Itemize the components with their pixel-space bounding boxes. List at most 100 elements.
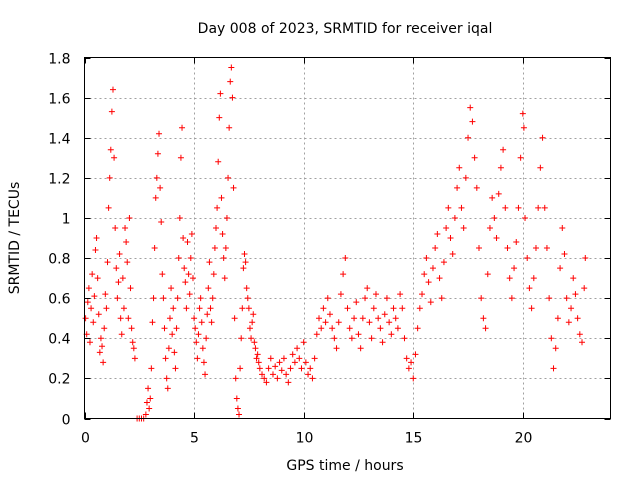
- data-point: [576, 331, 583, 338]
- data-point: [440, 259, 447, 266]
- data-point: [238, 335, 245, 342]
- data-point: [554, 315, 561, 322]
- data-point: [194, 355, 201, 362]
- data-point: [114, 295, 121, 302]
- data-point: [210, 271, 217, 278]
- data-point: [255, 359, 262, 366]
- data-point: [214, 204, 221, 211]
- data-point: [364, 285, 371, 292]
- data-point: [524, 255, 531, 262]
- data-point: [116, 251, 123, 258]
- data-point: [405, 365, 412, 372]
- data-point: [403, 355, 410, 362]
- data-point: [298, 365, 305, 372]
- data-point: [261, 375, 268, 382]
- data-point: [117, 315, 124, 322]
- data-point: [471, 154, 478, 161]
- data-point: [482, 325, 489, 332]
- data-point: [265, 365, 272, 372]
- data-point: [108, 108, 115, 115]
- data-point: [157, 184, 164, 191]
- data-point: [283, 371, 290, 378]
- data-point: [158, 218, 165, 225]
- data-point: [447, 235, 454, 241]
- y-tick-label: 0.8: [48, 252, 70, 268]
- data-point: [99, 343, 106, 350]
- data-point: [370, 305, 377, 312]
- data-point: [263, 379, 270, 386]
- data-point: [537, 164, 544, 171]
- data-point: [185, 271, 192, 278]
- data-point: [126, 214, 133, 221]
- data-point: [513, 239, 520, 246]
- data-point: [234, 405, 241, 412]
- data-point: [377, 325, 384, 332]
- data-point: [246, 325, 253, 332]
- data-point: [153, 174, 160, 181]
- data-point: [177, 154, 184, 161]
- data-point: [107, 146, 114, 153]
- data-point: [394, 325, 401, 332]
- data-point: [104, 259, 111, 266]
- y-tick-label: 1.6: [48, 92, 70, 108]
- x-tick-label: 15: [405, 431, 423, 447]
- data-point: [82, 315, 89, 322]
- data-point: [152, 194, 159, 201]
- data-point: [353, 299, 360, 306]
- data-point: [502, 204, 509, 211]
- data-point: [480, 315, 487, 322]
- y-tick-label: 0.6: [48, 292, 70, 308]
- data-point: [245, 305, 252, 312]
- data-point: [423, 255, 430, 262]
- y-tick-label: 1.2: [48, 172, 70, 188]
- data-point: [213, 224, 219, 231]
- data-point: [329, 325, 336, 332]
- data-point: [131, 355, 138, 362]
- data-point: [296, 355, 303, 362]
- data-point: [165, 345, 172, 352]
- data-point: [454, 184, 461, 191]
- data-point: [552, 345, 559, 352]
- y-tick-label: 1.8: [48, 52, 70, 68]
- data-point: [143, 399, 150, 406]
- data-point: [96, 349, 103, 356]
- data-point: [97, 335, 104, 342]
- data-point: [130, 345, 137, 352]
- data-point: [460, 224, 467, 231]
- data-point: [200, 359, 207, 366]
- data-point: [427, 299, 434, 306]
- data-point: [86, 339, 93, 346]
- data-point: [111, 154, 118, 161]
- data-point: [357, 345, 364, 352]
- data-point: [163, 375, 170, 382]
- data-point: [170, 305, 177, 312]
- data-point: [469, 118, 476, 125]
- x-tick-label: 0: [81, 431, 90, 447]
- data-point: [205, 285, 212, 292]
- data-point: [172, 365, 179, 372]
- data-point: [550, 365, 557, 372]
- data-point: [511, 265, 518, 272]
- data-point: [89, 271, 96, 278]
- data-point: [175, 255, 182, 262]
- data-point: [581, 285, 588, 292]
- data-point: [517, 154, 524, 161]
- data-point: [429, 265, 436, 272]
- data-point: [326, 311, 333, 318]
- data-point: [451, 214, 458, 221]
- data-point: [491, 214, 498, 221]
- data-point: [337, 291, 344, 298]
- data-point: [253, 355, 260, 362]
- data-point: [149, 319, 156, 326]
- data-point: [215, 158, 222, 165]
- data-point: [95, 311, 102, 318]
- data-point: [187, 255, 194, 262]
- data-point: [443, 224, 450, 231]
- data-point: [397, 291, 404, 298]
- data-point: [432, 245, 439, 252]
- data-point: [272, 363, 279, 370]
- data-point: [180, 235, 187, 241]
- data-point: [372, 291, 379, 298]
- data-point: [399, 305, 406, 312]
- y-tick-label: 0.4: [48, 332, 70, 348]
